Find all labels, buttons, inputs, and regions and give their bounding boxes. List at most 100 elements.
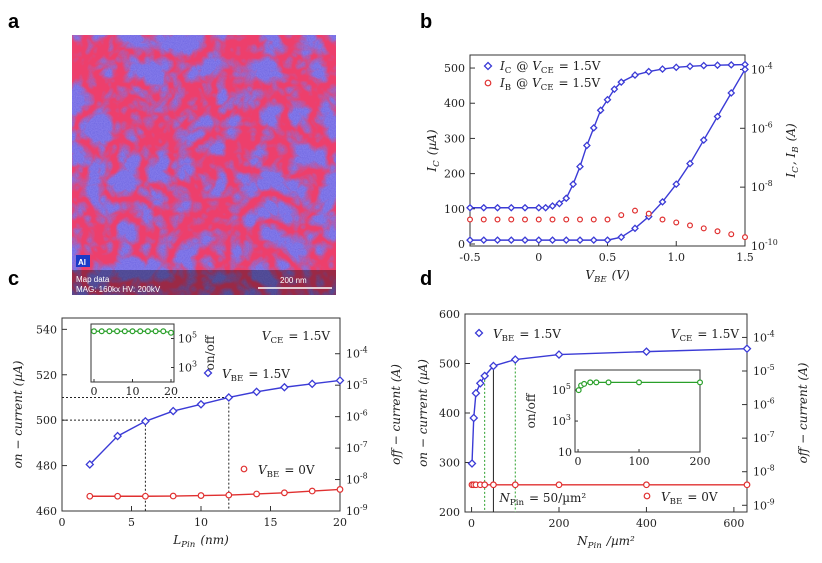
data-point: [140, 416, 150, 426]
data-point: [590, 216, 597, 223]
data-point: [466, 236, 474, 245]
x-tick-label: 20: [333, 516, 347, 529]
data-point: [481, 481, 489, 489]
data-point: [479, 236, 488, 245]
x-axis-label: NPin /µm²: [576, 534, 635, 551]
y2-tick-label: 10-9: [346, 503, 369, 518]
inset-x-tick-label: 0: [91, 385, 98, 398]
legend-label: IB @ VCE = 1.5V: [499, 76, 600, 93]
guide-line: [62, 419, 146, 511]
y2-tick-label: 10-8: [346, 472, 369, 487]
inset-point: [121, 328, 128, 335]
data-point: [168, 406, 178, 416]
data-point: [196, 399, 206, 409]
panel-label-d: d: [420, 268, 432, 290]
data-point: [281, 489, 288, 497]
y2-tick-label: 10-8: [751, 179, 774, 194]
data-point: [576, 236, 584, 245]
data-point: [475, 378, 485, 388]
data-point: [488, 361, 498, 371]
data-point: [576, 162, 584, 171]
data-point: [562, 236, 571, 245]
inset-point: [106, 328, 113, 335]
data-point: [252, 387, 262, 397]
data-point: [480, 216, 487, 223]
legend-label: IC @ VCE = 1.5V: [499, 59, 601, 76]
data-point: [510, 355, 520, 364]
data-point: [479, 203, 488, 212]
data-point: [548, 202, 557, 210]
y-tick-label: 200: [439, 506, 460, 519]
data-point: [469, 413, 479, 423]
data-point: [225, 491, 233, 499]
legend-label: VBE = 1.5V: [222, 367, 290, 384]
y-tick-label: 100: [444, 203, 465, 216]
micrograph-info-strip: [72, 270, 336, 295]
data-point: [645, 210, 652, 217]
y-tick-label: 520: [36, 369, 57, 382]
data-point: [224, 393, 234, 402]
series-line: [470, 69, 746, 241]
data-point: [618, 212, 625, 219]
y-axis-label: on − current (µA): [416, 359, 430, 467]
data-point: [466, 203, 474, 212]
y2-tick-label: 10-5: [346, 377, 369, 392]
inset-y-label: on/off: [203, 334, 217, 370]
inset-point: [152, 328, 159, 335]
data-point: [700, 225, 707, 232]
micrograph-info-2: MAG: 160kx HV: 200kV: [76, 285, 161, 294]
data-point: [728, 231, 735, 238]
inset-point: [636, 379, 643, 386]
inset-x-tick-label: 10: [126, 385, 140, 398]
y2-tick-label: 10-10: [751, 238, 779, 253]
y2-tick-label: 10-8: [753, 464, 776, 479]
y2-tick-label: 10-5: [753, 363, 776, 378]
data-point: [169, 492, 177, 500]
inset-point: [575, 387, 582, 394]
y-tick-label: 300: [444, 132, 465, 145]
data-point: [631, 207, 638, 214]
y-tick-label: 540: [36, 323, 57, 336]
data-point: [279, 382, 289, 392]
legend-marker: [240, 465, 248, 473]
y-tick-label: 500: [439, 358, 460, 371]
data-point: [335, 376, 345, 385]
data-point: [672, 63, 681, 72]
inset-point: [129, 328, 136, 335]
y-tick-label: 500: [444, 62, 465, 75]
inset-y-tick-label: 103: [552, 413, 572, 428]
panel-label-a: a: [8, 11, 20, 33]
inset-y-tick-label: 103: [178, 360, 198, 375]
x-axis-label: LPin (nm): [172, 533, 229, 550]
legend-marker: [483, 61, 493, 71]
annotation: VCE = 1.5V: [671, 327, 740, 344]
inset-y-tick-label: 105: [178, 331, 198, 346]
legend-marker: [484, 79, 492, 87]
y2-axis-label: off − current (A): [389, 364, 403, 465]
x-tick-label: 15: [264, 516, 278, 529]
inset-y-tick-label: 10: [558, 446, 572, 459]
data-point: [197, 492, 205, 499]
y2-tick-label: 10-4: [753, 329, 776, 344]
data-point: [604, 216, 611, 223]
inset-point: [90, 328, 97, 335]
legend-marker: [643, 492, 651, 500]
y-tick-label: 460: [36, 505, 57, 518]
data-point: [535, 216, 542, 223]
data-point: [610, 85, 619, 94]
data-point: [727, 89, 736, 97]
legend-marker: [203, 368, 213, 378]
data-point: [576, 216, 583, 223]
data-point: [563, 216, 570, 223]
inset-point: [168, 329, 175, 336]
data-point: [548, 236, 557, 245]
data-point: [582, 141, 591, 150]
data-point: [714, 228, 721, 235]
data-point: [554, 350, 564, 360]
inset-point: [605, 379, 612, 386]
x-tick-label: 5: [128, 516, 135, 529]
data-point: [86, 492, 94, 500]
data-point: [569, 180, 578, 189]
data-point: [658, 65, 667, 74]
